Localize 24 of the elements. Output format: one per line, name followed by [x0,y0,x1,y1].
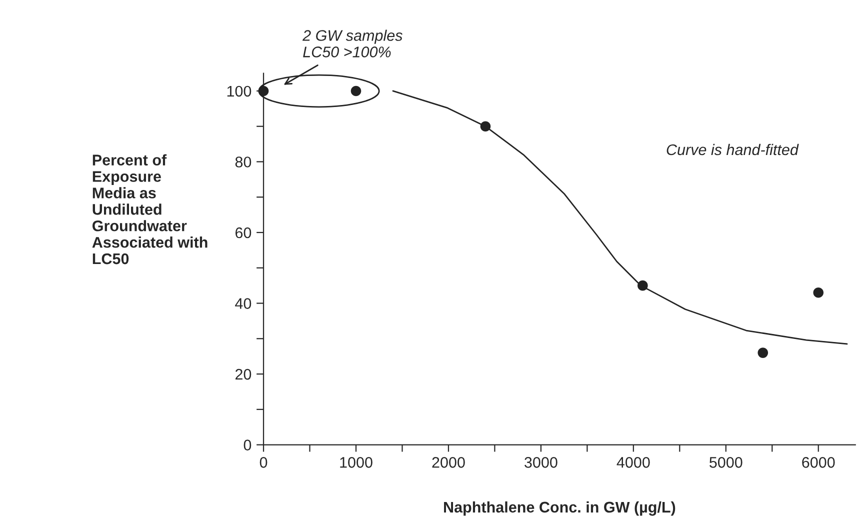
point [758,348,768,358]
line-series [392,90,848,345]
x-tick-label: 1000 [340,457,372,468]
y-tick-label: 60 [236,227,252,238]
point [480,121,491,132]
x-tick-label: 0 [260,457,268,468]
point [258,86,269,96]
x-axis-title: Naphthalene Conc. in GW (µg/L) [444,501,676,516]
text: 2 GW samples LC50 >100% [302,30,402,58]
x-tick-label: 6000 [802,457,835,468]
y-tick-label: 20 [235,368,252,380]
x-tick-label: 2000 [432,457,465,468]
x-tick-label: 3000 [524,457,558,468]
point [638,280,648,291]
y-axis-title: Percent of Exposure Media as Undiluted Groundwater Associated with LC50 [92,154,208,264]
annotation: Curve is hand-fitted [666,144,799,156]
x-tick-label: 4000 [616,457,650,468]
point [813,287,824,298]
x-tick-label: 5000 [710,457,742,468]
y-tick-label: 80 [235,156,252,168]
point [350,86,362,96]
y-tick-label: 100 [227,86,252,97]
y-tick-label: 40 [235,298,252,309]
y-tick-label: 0 [244,440,252,450]
